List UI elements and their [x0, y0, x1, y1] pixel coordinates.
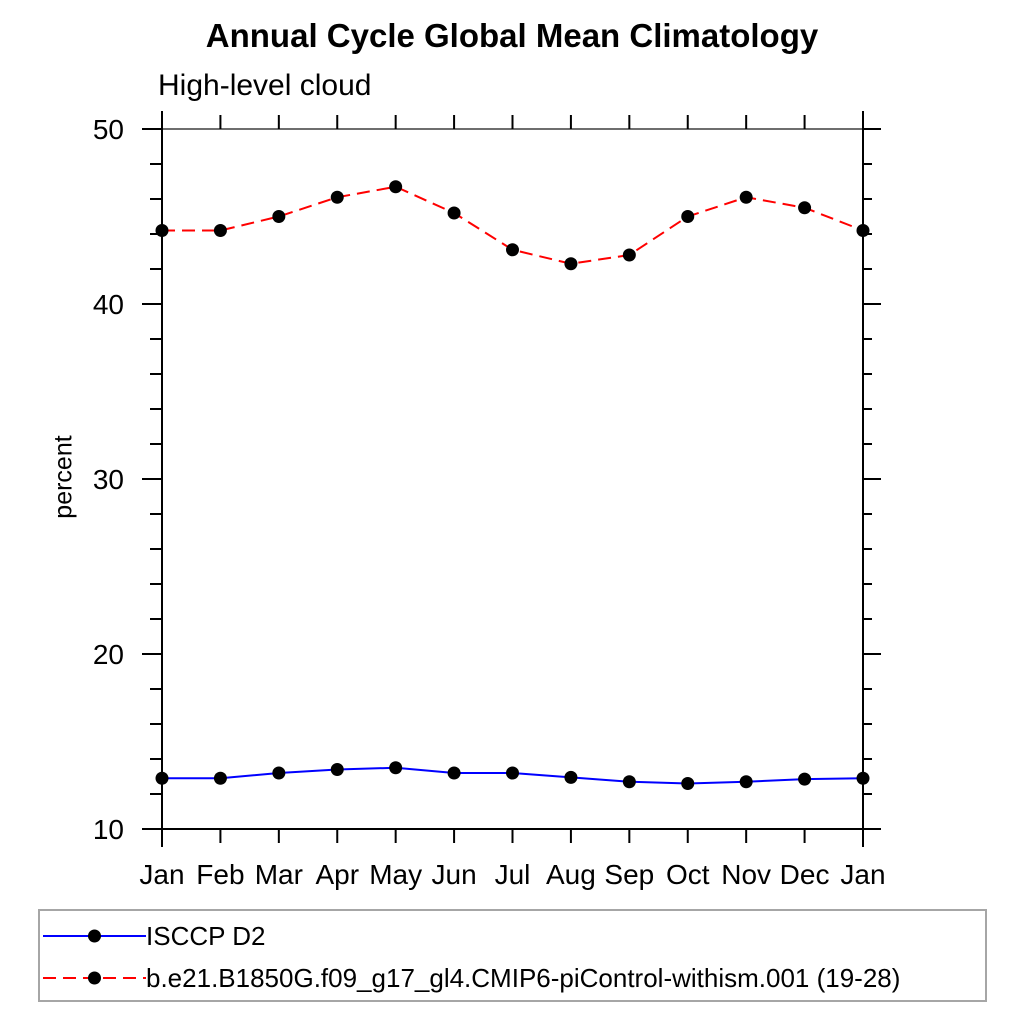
data-point-marker	[622, 248, 636, 262]
legend-sample-line-svg	[43, 971, 146, 985]
data-point-marker	[564, 257, 578, 271]
legend-line-sample-solid	[43, 928, 146, 944]
data-point-marker	[213, 771, 227, 785]
x-tick-label-aug-7: Aug	[546, 859, 596, 890]
data-point-marker	[155, 224, 169, 237]
data-point-marker	[272, 210, 286, 223]
data-point-marker	[389, 761, 403, 775]
x-tick-label-oct-9: Oct	[666, 859, 710, 890]
data-point-marker	[272, 766, 286, 780]
y-tick-label-20: 20	[93, 639, 124, 670]
data-point-marker	[213, 224, 227, 237]
x-tick-label-jul-6: Jul	[495, 859, 531, 890]
data-point-marker	[622, 775, 636, 789]
x-tick-label-jan-12: Jan	[840, 859, 885, 890]
x-axis-ticks-top	[161, 115, 864, 129]
data-point-marker	[681, 777, 695, 790]
data-point-marker	[155, 771, 169, 785]
chart-subtitle: High-level cloud	[158, 69, 372, 102]
y-axis-ticks-left	[142, 128, 162, 830]
legend-label: ISCCP D2	[146, 921, 266, 951]
legend-box: ISCCP D2 b.e21.B1850G.f09_g17_gl4.CMIP6-…	[38, 909, 987, 1002]
series-markers-1	[155, 180, 870, 271]
legend-label: b.e21.B1850G.f09_g17_gl4.CMIP6-piControl…	[146, 963, 901, 993]
data-point-marker	[681, 210, 695, 223]
x-axis-tick-labels: Jan Feb Mar Apr May Jun Jul Aug Sep Oct Nov Dec Jan	[139, 859, 885, 890]
legend-item-isccp-d2: ISCCP D2	[40, 915, 985, 957]
data-point-marker	[330, 763, 344, 776]
x-tick-label-jan-0: Jan	[139, 859, 184, 890]
x-tick-label-nov-10: Nov	[721, 859, 771, 890]
data-point-marker	[739, 190, 753, 204]
y-tick-label-40: 40	[93, 289, 124, 320]
data-point-marker	[506, 766, 519, 780]
legend-line-sample-dashed	[43, 970, 146, 986]
data-point-marker	[798, 201, 812, 215]
data-point-marker	[447, 206, 461, 220]
legend-marker-dot	[88, 929, 101, 943]
data-point-marker	[798, 772, 812, 786]
legend-sample-line-svg	[43, 929, 146, 943]
data-point-marker	[389, 180, 403, 194]
legend-marker-dot	[88, 971, 101, 985]
data-point-marker	[856, 224, 870, 237]
chart-title: Annual Cycle Global Mean Climatology	[205, 17, 819, 54]
x-tick-label-apr-3: Apr	[315, 859, 359, 890]
x-tick-label-dec-11: Dec	[780, 859, 830, 890]
x-tick-label-feb-1: Feb	[196, 859, 244, 890]
x-tick-label-mar-2: Mar	[255, 859, 303, 890]
x-tick-label-jun-5: Jun	[432, 859, 477, 890]
y-tick-label-10: 10	[93, 814, 124, 845]
data-point-marker	[330, 190, 344, 204]
x-tick-label-sep-8: Sep	[604, 859, 654, 890]
data-point-marker	[506, 243, 519, 257]
data-point-marker	[447, 766, 461, 780]
y-axis-label: percent	[49, 435, 78, 519]
y-axis-ticks-right	[863, 128, 881, 830]
y-tick-label-30: 30	[93, 464, 124, 495]
data-point-marker	[856, 771, 870, 785]
y-tick-label-50: 50	[93, 114, 124, 145]
plot-frame	[144, 111, 881, 847]
x-tick-label-may-4: May	[369, 859, 422, 890]
series-markers-0	[155, 761, 870, 790]
data-point-marker	[564, 770, 578, 784]
legend-item-model-run: b.e21.B1850G.f09_g17_gl4.CMIP6-piControl…	[40, 957, 985, 999]
data-point-marker	[739, 775, 753, 789]
y-axis-tick-labels: 10 20 30 40 50	[93, 114, 124, 845]
x-axis-ticks-bottom	[161, 829, 864, 843]
